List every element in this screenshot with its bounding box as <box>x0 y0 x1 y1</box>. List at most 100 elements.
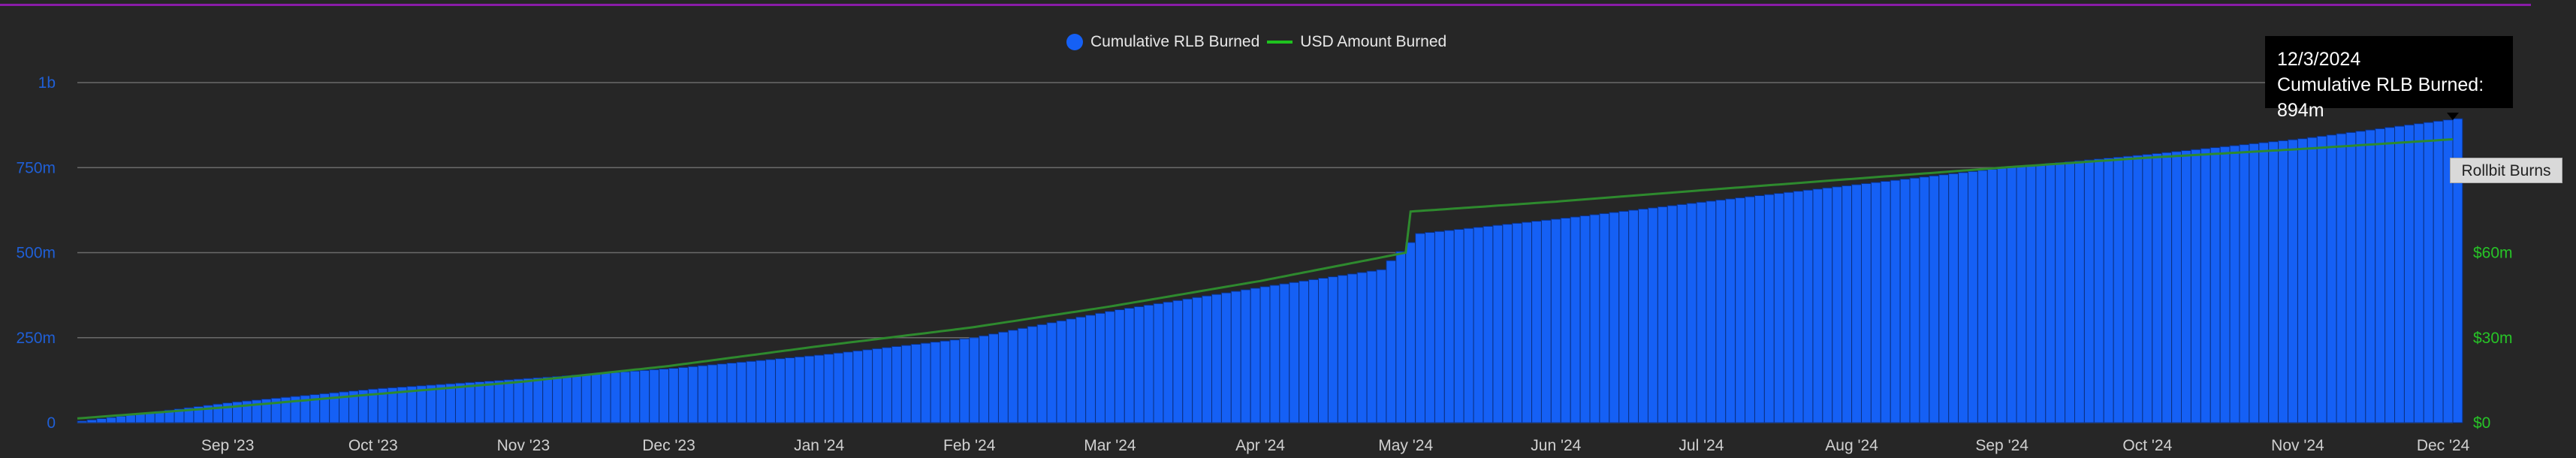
bar[interactable] <box>629 370 641 423</box>
bar[interactable] <box>891 345 902 423</box>
bar[interactable] <box>1279 283 1290 423</box>
bar[interactable] <box>1017 327 1028 423</box>
bar[interactable] <box>2239 144 2250 423</box>
bar[interactable] <box>1977 170 1988 423</box>
bar[interactable] <box>1802 189 1814 423</box>
bar[interactable] <box>677 366 689 423</box>
bar[interactable] <box>454 382 466 423</box>
bar[interactable] <box>1114 309 1125 423</box>
bar[interactable] <box>1153 303 1164 423</box>
bar[interactable] <box>2026 164 2037 423</box>
bar[interactable] <box>1376 269 1387 423</box>
bar[interactable] <box>436 384 447 423</box>
bar[interactable] <box>1919 176 1930 423</box>
bar[interactable] <box>1163 301 1174 423</box>
bar[interactable] <box>1842 185 1853 423</box>
bar[interactable] <box>1725 198 1736 423</box>
bar[interactable] <box>843 351 854 423</box>
bar[interactable] <box>571 375 582 423</box>
bar[interactable] <box>784 357 795 423</box>
bar[interactable] <box>1056 320 1067 423</box>
bar[interactable] <box>1502 224 1513 423</box>
bar[interactable] <box>1453 228 1464 423</box>
bar[interactable] <box>910 344 922 423</box>
bar[interactable] <box>1085 315 1096 423</box>
bar[interactable] <box>77 420 88 423</box>
bar[interactable] <box>2394 125 2405 423</box>
bar[interactable] <box>1473 227 1484 423</box>
bar[interactable] <box>949 339 961 423</box>
bar[interactable] <box>707 364 718 423</box>
bar[interactable] <box>134 413 146 423</box>
bar[interactable] <box>620 371 631 423</box>
bar[interactable] <box>2171 151 2182 423</box>
bar[interactable] <box>1822 187 1833 423</box>
usd-line[interactable] <box>77 138 2454 420</box>
bar[interactable] <box>1967 170 1978 423</box>
bar[interactable] <box>1356 272 1368 423</box>
bar[interactable] <box>775 358 786 423</box>
bar[interactable] <box>2316 135 2327 423</box>
bar[interactable] <box>1745 196 1755 423</box>
bar[interactable] <box>2200 148 2211 423</box>
bar[interactable] <box>988 333 999 423</box>
bar[interactable] <box>2306 137 2318 423</box>
bar[interactable] <box>1793 191 1804 423</box>
legend-item-rlb[interactable]: Cumulative RLB Burned <box>1066 33 1259 51</box>
bar[interactable] <box>1007 330 1018 423</box>
bar[interactable] <box>2132 155 2143 423</box>
bar[interactable] <box>2093 158 2104 423</box>
bar[interactable] <box>1463 227 1474 423</box>
bar[interactable] <box>1773 193 1784 423</box>
bar[interactable] <box>1182 298 1193 423</box>
bar[interactable] <box>862 349 873 423</box>
bar[interactable] <box>1706 200 1717 423</box>
bar[interactable] <box>562 375 572 423</box>
bar[interactable] <box>2268 141 2279 423</box>
bar[interactable] <box>1104 311 1115 423</box>
bar[interactable] <box>765 359 777 423</box>
bar[interactable] <box>1327 276 1338 423</box>
bar[interactable] <box>1366 270 1377 423</box>
bar[interactable] <box>2045 163 2056 423</box>
bar[interactable] <box>1550 218 1561 423</box>
bar[interactable] <box>659 368 670 423</box>
bar[interactable] <box>2035 164 2047 423</box>
bar[interactable] <box>804 355 815 423</box>
bar[interactable] <box>1337 275 1348 423</box>
bar[interactable] <box>2055 162 2066 423</box>
bar[interactable] <box>668 368 679 423</box>
bar[interactable] <box>445 383 456 423</box>
bar[interactable] <box>1289 282 1300 423</box>
bar[interactable] <box>2278 140 2289 423</box>
bar[interactable] <box>1851 184 1862 423</box>
bar[interactable] <box>1783 191 1794 423</box>
bar[interactable] <box>1347 273 1358 423</box>
bar[interactable] <box>1386 260 1397 423</box>
bar[interactable] <box>86 419 98 423</box>
bar[interactable] <box>1143 304 1154 423</box>
bar[interactable] <box>1269 285 1280 423</box>
bar[interactable] <box>2219 146 2231 423</box>
bar[interactable] <box>1443 230 1455 423</box>
bar[interactable] <box>1696 201 1707 423</box>
bar[interactable] <box>1929 175 1940 423</box>
bar[interactable] <box>639 369 650 423</box>
bar[interactable] <box>1638 208 1648 423</box>
bar[interactable] <box>1754 195 1765 423</box>
bar[interactable] <box>1589 214 1600 423</box>
bar[interactable] <box>590 373 602 423</box>
bar[interactable] <box>474 381 485 423</box>
bar[interactable] <box>2452 118 2463 423</box>
bar[interactable] <box>930 342 941 423</box>
bar[interactable] <box>484 381 495 423</box>
bar[interactable] <box>1240 289 1251 423</box>
bar[interactable] <box>1250 288 1261 423</box>
bar[interactable] <box>2326 134 2337 423</box>
bar[interactable] <box>1832 186 1843 423</box>
bar[interactable] <box>1483 225 1494 423</box>
bar[interactable] <box>1220 292 1232 423</box>
bar[interactable] <box>513 378 524 423</box>
bar[interactable] <box>1570 216 1581 423</box>
bar[interactable] <box>2083 159 2095 423</box>
